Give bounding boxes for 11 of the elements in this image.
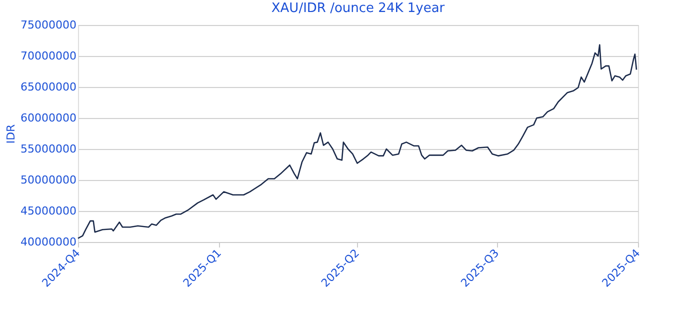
y-tick-label: 50000000 xyxy=(20,174,76,186)
y-tick-label: 45000000 xyxy=(20,204,76,218)
y-tick-label: 60000000 xyxy=(20,112,76,124)
y-axis-title: IDR xyxy=(4,124,18,144)
y-tick-label: 55000000 xyxy=(20,142,76,156)
y-tick-label: 70000000 xyxy=(20,50,76,62)
y-tick-label: 40000000 xyxy=(20,236,76,248)
y-tick-label: 75000000 xyxy=(20,18,76,32)
y-tick-label: 65000000 xyxy=(20,80,76,94)
line-series xyxy=(77,44,638,239)
chart-title: XAU/IDR /ounce 24K 1year xyxy=(271,1,446,16)
